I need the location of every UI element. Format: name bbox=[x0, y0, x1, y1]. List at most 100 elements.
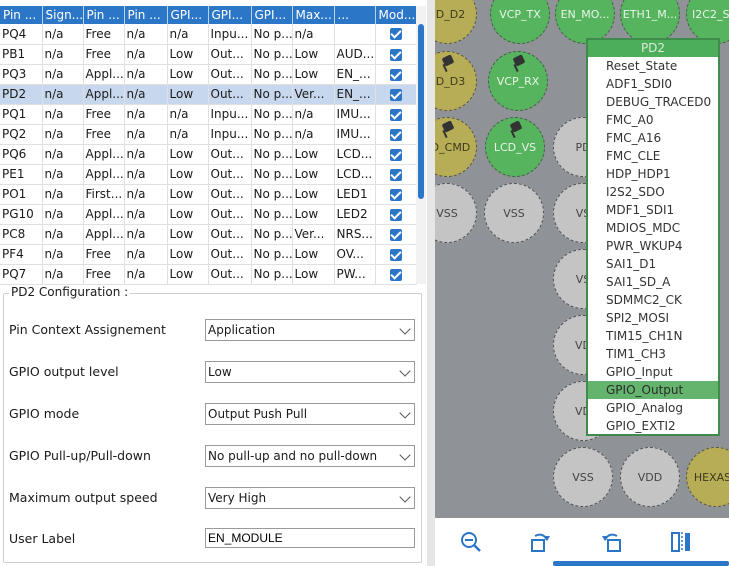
pin-lcd-vs[interactable]: LCD_VS bbox=[485, 117, 545, 177]
checkbox-checked-icon[interactable] bbox=[389, 28, 402, 41]
output-level-row: GPIO output level Low bbox=[9, 361, 415, 383]
col-header-user-label[interactable]: ... bbox=[334, 6, 376, 24]
col-header-modified[interactable]: Mod... bbox=[375, 6, 417, 24]
col-header-signal[interactable]: Sign... bbox=[42, 6, 84, 24]
pin-hexase[interactable]: HEXASE bbox=[686, 447, 729, 507]
menu-item-sdmmc2-ck[interactable]: SDMMC2_CK bbox=[606, 293, 682, 307]
table-cell-modified bbox=[375, 164, 417, 185]
pin-sd-cmd[interactable]: SD_CMD bbox=[435, 117, 477, 177]
table-row[interactable]: PQ2 n/a Free n/a n/a Inpu... No p... n/a IMU... bbox=[0, 124, 417, 145]
table-row[interactable]: PE1 n/a Appl... n/a Low Out... No p... Low LCD..… bbox=[0, 164, 417, 185]
pin-vcp-tx[interactable]: VCP_TX bbox=[490, 0, 550, 44]
pin-vdd[interactable]: VDD bbox=[620, 447, 680, 507]
rotate-left-icon[interactable] bbox=[599, 530, 623, 554]
table-cell-pin-state: First... bbox=[83, 184, 125, 205]
table-cell-label: LED2 bbox=[334, 204, 376, 225]
panel-splitter[interactable] bbox=[427, 0, 435, 566]
menu-item-pwr-wkup4[interactable]: PWR_WKUP4 bbox=[606, 239, 683, 253]
table-row[interactable]: PQ7 n/a Free n/a Low Out... No p... Low PW... bbox=[0, 264, 417, 285]
col-header-max-speed[interactable]: Max... bbox=[292, 6, 335, 24]
menu-item-i2s2-sdo[interactable]: I2S2_SDO bbox=[606, 185, 665, 199]
pin-table: Pin ... Sign... Pin ... Pin ... GPI... G… bbox=[0, 6, 417, 285]
col-header-gpio-pull[interactable]: GPI... bbox=[251, 6, 293, 24]
table-row[interactable]: PQ6 n/a Appl... n/a Low Out... No p... Low LCD..… bbox=[0, 144, 417, 165]
pull-select[interactable]: No pull-up and no pull-down bbox=[205, 445, 415, 467]
pin-label: VSS bbox=[436, 206, 458, 220]
menu-item-gpio-input[interactable]: GPIO_Input bbox=[606, 365, 673, 379]
checkbox-checked-icon[interactable] bbox=[389, 228, 402, 241]
menu-item-spi2-mosi[interactable]: SPI2_MOSI bbox=[606, 311, 669, 325]
checkbox-checked-icon[interactable] bbox=[389, 268, 402, 281]
checkbox-checked-icon[interactable] bbox=[389, 148, 402, 161]
col-header-pin-state[interactable]: Pin ... bbox=[83, 6, 125, 24]
pin-context-label: Pin Context Assignement bbox=[9, 322, 166, 337]
checkbox-checked-icon[interactable] bbox=[389, 168, 402, 181]
menu-item-fmc-a16[interactable]: FMC_A16 bbox=[606, 131, 662, 145]
user-label-input[interactable] bbox=[205, 528, 415, 548]
menu-item-sai1-sd-a[interactable]: SAI1_SD_A bbox=[606, 275, 671, 289]
col-header-pin[interactable]: Pin ... bbox=[0, 6, 43, 24]
table-row[interactable]: PD2 n/a Appl... n/a Low Out... No p... Ver... EN… bbox=[0, 84, 417, 105]
table-cell-modified bbox=[375, 144, 417, 165]
menu-item-adf1-sdi0[interactable]: ADF1_SDI0 bbox=[606, 77, 673, 91]
checkbox-checked-icon[interactable] bbox=[389, 48, 402, 61]
menu-item-gpio-exti2[interactable]: GPIO_EXTI2 bbox=[606, 419, 676, 433]
pinout-canvas[interactable]: SD_D2 VCP_TX EN_MO... ETH1_M... I2C2_S... SD_… bbox=[435, 0, 729, 518]
rotate-right-icon[interactable] bbox=[529, 530, 553, 554]
output-level-select[interactable]: Low bbox=[205, 361, 415, 383]
table-row[interactable]: PO1 n/a First... n/a Low Out... No p... Low LED1 bbox=[0, 184, 417, 205]
checkbox-checked-icon[interactable] bbox=[389, 188, 402, 201]
speed-select[interactable]: Very High bbox=[205, 487, 415, 509]
table-cell-pin-state: Appl... bbox=[83, 204, 125, 225]
col-header-gpio-level[interactable]: GPI... bbox=[167, 6, 209, 24]
menu-item-debug-traced0[interactable]: DEBUG_TRACED0 bbox=[606, 95, 712, 109]
table-vertical-scrollbar[interactable] bbox=[416, 6, 426, 284]
menu-item-fmc-cle[interactable]: FMC_CLE bbox=[606, 149, 661, 163]
menu-item-sai1-d1[interactable]: SAI1_D1 bbox=[606, 257, 657, 271]
checkbox-checked-icon[interactable] bbox=[389, 68, 402, 81]
pull-label: GPIO Pull-up/Pull-down bbox=[9, 448, 151, 463]
pin-vss[interactable]: VSS bbox=[484, 183, 544, 243]
pin-context-select[interactable]: Application bbox=[205, 319, 415, 341]
menu-item-fmc-a0[interactable]: FMC_A0 bbox=[606, 113, 654, 127]
table-cell-label: EN_... bbox=[334, 84, 376, 105]
split-view-icon[interactable] bbox=[669, 530, 693, 554]
gpio-mode-select[interactable]: Output Push Pull bbox=[205, 403, 415, 425]
pin-vss[interactable]: VSS bbox=[553, 447, 613, 507]
scrollbar-thumb[interactable] bbox=[418, 24, 424, 199]
table-header-row: Pin ... Sign... Pin ... Pin ... GPI... G… bbox=[0, 6, 417, 24]
pin-vcp-rx[interactable]: VCP_RX bbox=[488, 51, 548, 111]
col-header-gpio-mode[interactable]: GPI... bbox=[208, 6, 252, 24]
checkbox-checked-icon[interactable] bbox=[389, 108, 402, 121]
pin-sd-d3[interactable]: SD_D3 bbox=[435, 51, 477, 111]
menu-item-reset-state[interactable]: Reset_State bbox=[606, 59, 678, 73]
table-row[interactable]: PQ1 n/a Free n/a n/a Inpu... No p... n/a IMU... bbox=[0, 104, 417, 125]
table-row[interactable]: PC8 n/a Appl... n/a Low Out... No p... Ver... NR… bbox=[0, 224, 417, 245]
menu-item-mdios-mdc[interactable]: MDIOS_MDC bbox=[606, 221, 681, 235]
table-cell-gpio-level: Low bbox=[167, 44, 209, 65]
menu-item-tim1-ch3[interactable]: TIM1_CH3 bbox=[606, 347, 666, 361]
menu-item-tim15-ch1n[interactable]: TIM15_CH1N bbox=[606, 329, 683, 343]
menu-item-gpio-analog[interactable]: GPIO_Analog bbox=[606, 401, 683, 415]
table-row[interactable]: PG10 n/a Appl... n/a Low Out... No p... Low LED2 bbox=[0, 204, 417, 225]
table-row[interactable]: PB1 n/a Free n/a Low Out... No p... Low AUD... bbox=[0, 44, 417, 65]
menu-item-hdp-hdp1[interactable]: HDP_HDP1 bbox=[606, 167, 671, 181]
pin-sd-d2[interactable]: SD_D2 bbox=[435, 0, 477, 44]
table-cell-gpio-pull: No p... bbox=[251, 264, 293, 285]
menu-item-mdf1-sdi1[interactable]: MDF1_SDI1 bbox=[606, 203, 675, 217]
table-row[interactable]: PQ4 n/a Free n/a n/a Inpu... No p... n/a bbox=[0, 24, 417, 45]
zoom-out-icon[interactable] bbox=[459, 530, 483, 554]
table-cell-gpio-pull: No p... bbox=[251, 164, 293, 185]
table-cell-label: LCD... bbox=[334, 144, 376, 165]
checkbox-checked-icon[interactable] bbox=[389, 208, 402, 221]
checkbox-checked-icon[interactable] bbox=[389, 128, 402, 141]
pin-vss[interactable]: VSS bbox=[435, 183, 477, 243]
table-row[interactable]: PF4 n/a Free n/a Low Out... No p... Low OV... bbox=[0, 244, 417, 265]
checkbox-checked-icon[interactable] bbox=[389, 88, 402, 101]
menu-item-gpio-output[interactable]: GPIO_Output bbox=[588, 381, 718, 399]
checkbox-checked-icon[interactable] bbox=[389, 248, 402, 261]
pin-configuration-group: PD2 Configuration : Pin Context Assignem… bbox=[3, 285, 422, 563]
canvas-horizontal-scrollbar[interactable] bbox=[553, 561, 729, 566]
table-row[interactable]: PQ3 n/a Appl... n/a Low Out... No p... Low EN_..… bbox=[0, 64, 417, 85]
col-header-pin-context[interactable]: Pin ... bbox=[124, 6, 168, 24]
